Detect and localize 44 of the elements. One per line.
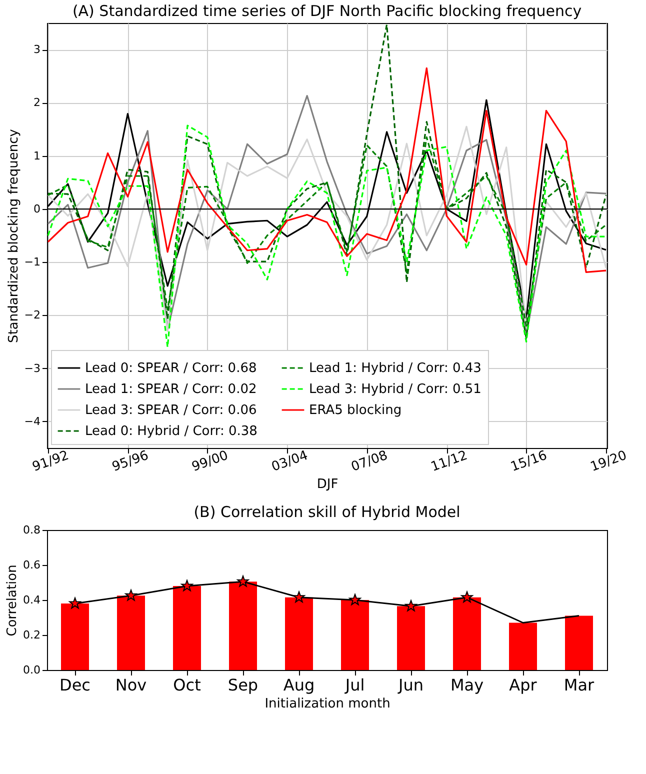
y-tick-label: 1 [34, 149, 40, 162]
y-tick-label: 0 [34, 202, 40, 216]
x-axis-title: Initialization month [264, 696, 390, 712]
legend-label: Lead 1: SPEAR / Corr: 0.02 [85, 382, 257, 397]
y-axis-title: Correlation [5, 564, 20, 636]
x-tick-label: Jun [398, 676, 424, 694]
y-tick-label: −2 [24, 308, 40, 322]
y-tick-label: 0.2 [23, 628, 40, 642]
legend-label: ERA5 blocking [309, 403, 402, 418]
x-tick-label: Nov [115, 676, 147, 694]
y-tick-label: −4 [24, 414, 40, 428]
y-tick-label: −3 [24, 362, 40, 375]
legend-label: Lead 0: SPEAR / Corr: 0.68 [85, 361, 257, 376]
x-tick-label: Mar [564, 676, 595, 694]
legend-label: Lead 1: Hybrid / Corr: 0.43 [309, 361, 482, 376]
x-tick-label: Dec [60, 676, 90, 694]
x-tick-label: Sep [228, 676, 258, 694]
x-axis-title: DJF [316, 477, 338, 492]
x-tick-label: 91/92 [30, 448, 71, 476]
x-tick-label: 19/20 [588, 448, 629, 476]
y-tick-label: 0.6 [23, 558, 40, 572]
y-tick-label: 0.4 [23, 594, 40, 606]
x-tick-label: 95/96 [110, 448, 151, 476]
x-tick-label: 15/16 [508, 448, 550, 476]
legend-label: Lead 3: SPEAR / Corr: 0.06 [85, 403, 257, 418]
x-tick-label: 11/12 [429, 448, 470, 476]
x-tick-label: 07/08 [349, 448, 390, 476]
y-tick-label: −1 [24, 256, 40, 269]
y-tick-label: 3 [34, 43, 40, 56]
x-tick-label: Aug [283, 676, 315, 694]
y-axis-title: Standardized blocking frequency [6, 128, 22, 343]
chart-title: (B) Correlation skill of Hybrid Model [194, 503, 460, 521]
x-tick-label: 99/00 [190, 448, 230, 476]
legend-label: Lead 0: Hybrid / Corr: 0.38 [85, 424, 258, 439]
x-tick-label: May [450, 676, 484, 694]
x-tick-label: Apr [509, 676, 538, 694]
x-tick-label: 03/04 [270, 448, 310, 476]
x-tick-label: Oct [173, 676, 201, 694]
legend-label: Lead 3: Hybrid / Corr: 0.51 [309, 382, 482, 397]
y-tick-label: 0.8 [23, 524, 40, 536]
y-tick-label: 2 [34, 96, 40, 110]
x-tick-label: Jul [344, 676, 365, 694]
chart-title: (A) Standardized time series of DJF North Pacific blocking frequency [72, 2, 582, 20]
y-tick-label: 0.0 [23, 664, 40, 676]
